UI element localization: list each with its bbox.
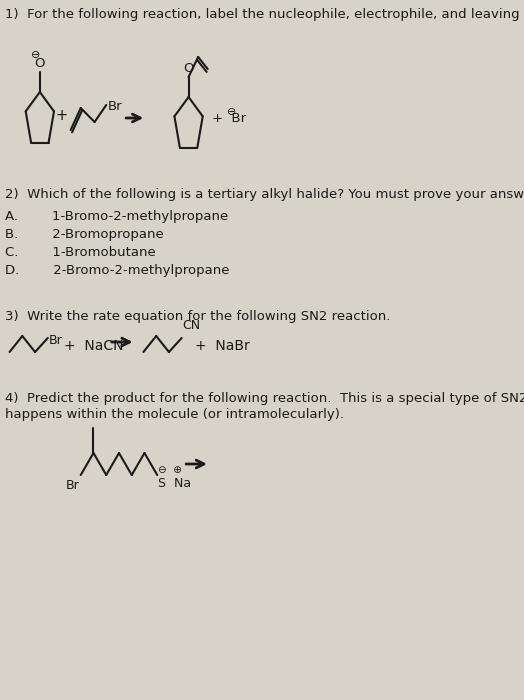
Text: ⊖  ⊕: ⊖ ⊕ bbox=[158, 465, 182, 475]
Text: 1)  For the following reaction, label the nucleophile, electrophile, and leaving: 1) For the following reaction, label the… bbox=[5, 8, 524, 21]
Text: B.        2-Bromopropane: B. 2-Bromopropane bbox=[5, 228, 164, 241]
Text: ⊖: ⊖ bbox=[227, 107, 237, 117]
Text: +: + bbox=[56, 108, 68, 122]
Text: happens within the molecule (or intramolecularly).: happens within the molecule (or intramol… bbox=[5, 408, 344, 421]
Text: Br: Br bbox=[107, 99, 122, 113]
Text: A.        1-Bromo-2-methylpropane: A. 1-Bromo-2-methylpropane bbox=[5, 210, 228, 223]
Text: +  Br: + Br bbox=[212, 111, 247, 125]
Text: S  Na: S Na bbox=[158, 477, 191, 490]
Text: O: O bbox=[35, 57, 45, 70]
Text: D.        2-Bromo-2-methylpropane: D. 2-Bromo-2-methylpropane bbox=[5, 264, 230, 277]
Text: +  NaCN: + NaCN bbox=[64, 339, 123, 353]
Text: +  NaBr: + NaBr bbox=[195, 339, 250, 353]
Text: 3)  Write the rate equation for the following SN2 reaction.: 3) Write the rate equation for the follo… bbox=[5, 310, 391, 323]
Text: 2)  Which of the following is a tertiary alkyl halide? You must prove your answe: 2) Which of the following is a tertiary … bbox=[5, 188, 524, 201]
Text: CN: CN bbox=[182, 319, 200, 332]
Text: ⊖: ⊖ bbox=[31, 50, 40, 60]
Text: Br: Br bbox=[66, 479, 80, 492]
Text: O: O bbox=[183, 62, 194, 75]
Text: C.        1-Bromobutane: C. 1-Bromobutane bbox=[5, 246, 156, 259]
Text: Br: Br bbox=[48, 333, 62, 346]
Text: 4)  Predict the product for the following reaction.  This is a special type of S: 4) Predict the product for the following… bbox=[5, 392, 524, 405]
